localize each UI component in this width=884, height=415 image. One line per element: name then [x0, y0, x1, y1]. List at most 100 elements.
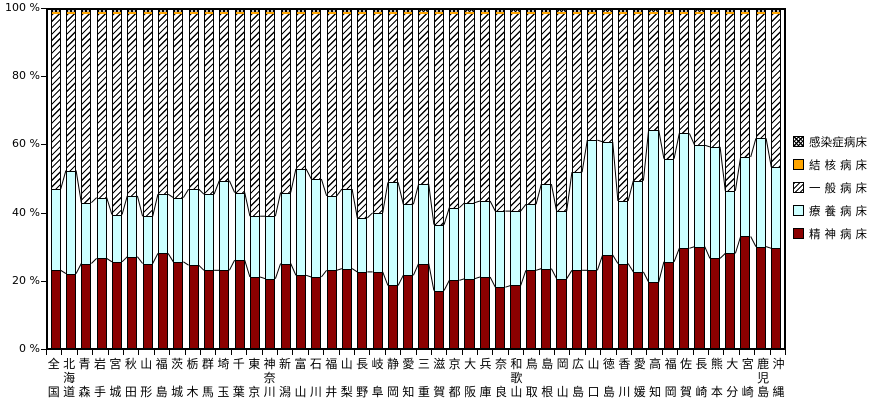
legend-label: 療養病床 [809, 203, 867, 218]
x-tick-mark [769, 350, 771, 355]
category-label-神奈川: 神奈川 [263, 357, 276, 399]
bar-column-徳島 [600, 10, 615, 348]
category-label-全国: 全国 [47, 357, 60, 399]
segment-infectious [82, 10, 91, 13]
bar-column-群馬 [201, 10, 216, 348]
bar-column-埼玉 [217, 10, 232, 348]
segment-infectious [649, 10, 658, 13]
stacked-bar [372, 10, 383, 348]
category-label-広島: 広島 [572, 357, 585, 399]
x-tick-mark [523, 350, 525, 355]
bar-column-鹿児島 [753, 10, 768, 348]
segment-tuberculosis [710, 12, 719, 15]
bar-column-鳥取 [523, 10, 538, 348]
segment-ryoyo [664, 158, 673, 262]
segment-infectious [358, 10, 367, 13]
segment-ryoyo [419, 184, 428, 264]
segment-psychiatric [327, 270, 336, 348]
segment-infectious [480, 10, 489, 13]
stacked-bar [219, 10, 230, 348]
segment-tuberculosis [204, 12, 213, 15]
bar-column-三重 [416, 10, 431, 348]
segment-ryoyo [189, 189, 198, 266]
bar-column-福井 [324, 10, 339, 348]
segment-tuberculosis [266, 12, 275, 15]
bar-column-和歌山 [508, 10, 523, 348]
category-label-高知: 高知 [649, 357, 662, 399]
segment-tuberculosis [388, 12, 397, 15]
segment-general [220, 14, 229, 181]
legend-item-psychiatric: 精神病床 [793, 222, 867, 245]
category-label-長野: 長野 [356, 357, 369, 399]
bar-column-千葉 [232, 10, 247, 348]
stacked-bar [265, 10, 276, 348]
segment-general [772, 14, 781, 168]
x-tick-mark [215, 350, 217, 355]
segment-tuberculosis [465, 12, 474, 15]
segment-general [588, 14, 597, 141]
category-label-三重: 三重 [417, 357, 430, 399]
y-tick-label: 40 % [12, 205, 40, 219]
bar-column-兵庫 [477, 10, 492, 348]
stacked-bar [403, 10, 414, 348]
x-tick-mark [584, 350, 586, 355]
category-label-岩手: 岩手 [93, 357, 106, 399]
category-label-愛媛: 愛媛 [633, 357, 646, 399]
segment-infectious [220, 10, 229, 13]
segment-psychiatric [511, 285, 520, 348]
tuberculosis-swatch-icon [793, 159, 804, 170]
segment-infectious [235, 10, 244, 13]
segment-tuberculosis [726, 12, 735, 15]
stacked-bar [617, 10, 628, 348]
segment-general [112, 14, 122, 215]
bar-column-沖縄 [768, 10, 783, 348]
segment-psychiatric [664, 261, 673, 348]
category-label-鳥取: 鳥取 [525, 357, 538, 399]
segment-psychiatric [66, 273, 76, 348]
segment-ryoyo [158, 194, 168, 254]
y-tick-mark [41, 8, 46, 9]
segment-psychiatric [266, 278, 275, 348]
bar-column-長崎 [692, 10, 707, 348]
segment-infectious [281, 10, 290, 13]
segment-psychiatric [51, 270, 60, 348]
segment-infectious [450, 10, 459, 13]
segment-tuberculosis [358, 12, 367, 15]
segment-ryoyo [97, 197, 106, 259]
category-label-長崎: 長崎 [695, 357, 708, 399]
segment-general [189, 14, 198, 190]
segment-general [434, 14, 443, 225]
segment-tuberculosis [664, 12, 673, 15]
segment-psychiatric [189, 265, 198, 348]
segment-infectious [143, 10, 152, 13]
x-tick-mark [184, 350, 186, 355]
x-tick-mark [169, 350, 171, 355]
category-label-和歌山: 和歌山 [510, 357, 523, 399]
segment-tuberculosis [511, 12, 520, 15]
segment-tuberculosis [51, 12, 60, 15]
segment-ryoyo [296, 168, 305, 276]
ryoyo-swatch-icon [793, 205, 804, 216]
segment-ryoyo [388, 182, 397, 286]
bar-column-岡山 [554, 10, 569, 348]
segment-general [51, 14, 60, 190]
bar-column-滋賀 [431, 10, 446, 348]
y-tick-label: 20 % [12, 273, 40, 287]
stacked-bar [127, 10, 138, 348]
x-tick-mark [785, 350, 786, 355]
stacked-bar [96, 10, 107, 348]
segment-infectious [250, 10, 259, 13]
stacked-bar [357, 10, 368, 348]
segment-tuberculosis [220, 12, 229, 15]
x-axis-category-labels: 全国北海道青森岩手宮城秋田山形福島茨城栃木群馬埼玉千葉東京神奈川新潟富山石川福井… [46, 357, 786, 399]
segment-general [404, 14, 413, 205]
stacked-bar [387, 10, 398, 348]
stacked-bar [709, 10, 720, 348]
segment-tuberculosis [588, 12, 597, 15]
segment-general [465, 14, 474, 203]
stacked-bar [510, 10, 521, 348]
legend-label: 精神病床 [809, 226, 867, 241]
stacked-bar [571, 10, 582, 348]
stacked-bar [418, 10, 429, 348]
segment-psychiatric [358, 271, 367, 348]
